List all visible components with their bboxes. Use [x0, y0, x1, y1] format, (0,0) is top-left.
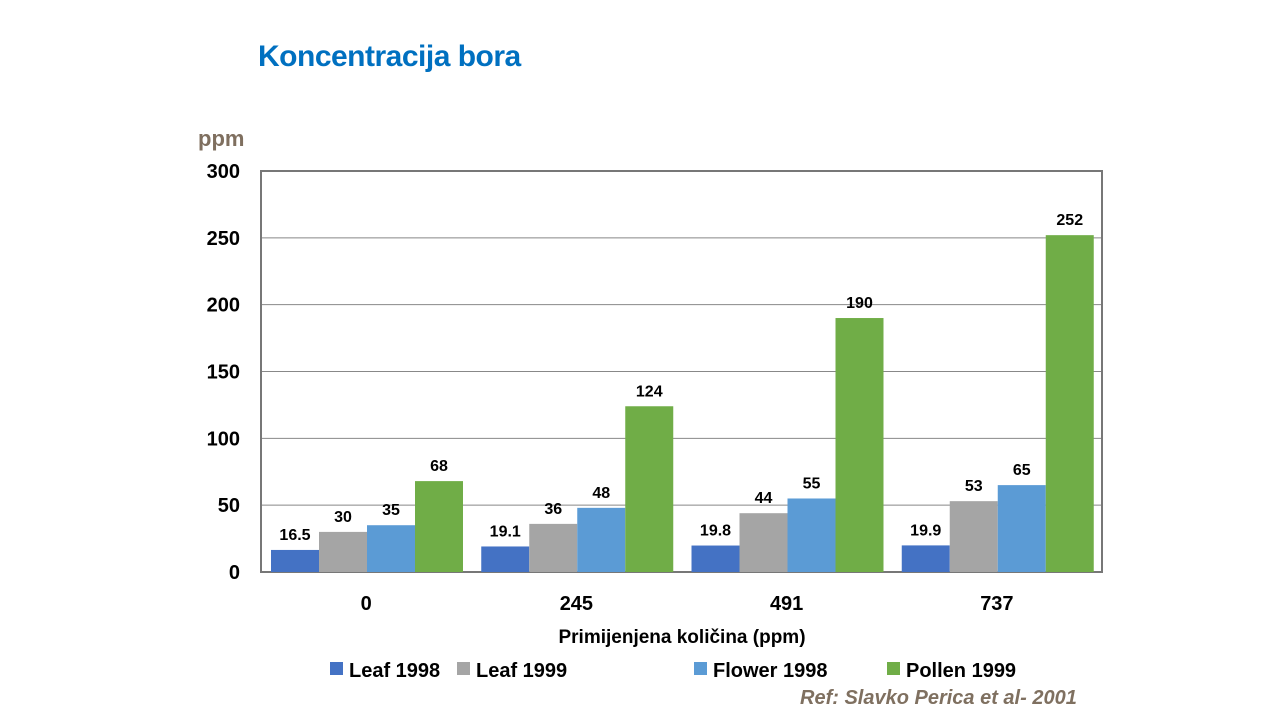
y-tick-label: 150 — [207, 362, 240, 384]
data-label: 190 — [846, 295, 873, 312]
data-label: 19.9 — [910, 522, 941, 539]
bar — [367, 525, 415, 572]
bar — [787, 498, 836, 572]
x-tick-label: 0 — [361, 593, 372, 615]
data-label: 55 — [803, 475, 821, 492]
bar — [577, 507, 626, 572]
bar — [271, 549, 319, 572]
data-label: 30 — [334, 509, 352, 526]
y-tick-label: 300 — [207, 161, 240, 183]
legend-swatch — [330, 662, 343, 675]
data-label: 16.5 — [279, 527, 310, 544]
y-tick-label: 200 — [207, 295, 240, 317]
legend-swatch — [457, 662, 470, 675]
data-label: 252 — [1056, 212, 1083, 229]
x-tick-label: 245 — [560, 593, 593, 615]
plot-area-border — [260, 170, 1103, 573]
y-axis-label: ppm — [198, 126, 244, 151]
data-label: 35 — [382, 502, 400, 519]
bar — [835, 318, 884, 572]
bar — [901, 545, 950, 572]
legend-label: Flower 1998 — [713, 660, 828, 682]
legend-swatch — [694, 662, 707, 675]
legend-label: Leaf 1998 — [349, 660, 440, 682]
x-axis-label: Primijenjena količina (ppm) — [558, 627, 805, 648]
data-label: 53 — [965, 478, 983, 495]
bar — [415, 481, 463, 572]
bar — [529, 523, 578, 572]
data-label: 19.8 — [700, 523, 731, 540]
x-tick-label: 737 — [980, 593, 1013, 615]
bar — [949, 501, 998, 572]
bar — [625, 406, 674, 572]
data-label: 48 — [592, 485, 610, 502]
bar — [739, 513, 788, 572]
y-tick-label: 100 — [207, 428, 240, 450]
bar — [691, 545, 740, 572]
legend-swatch — [887, 662, 900, 675]
x-tick-label: 491 — [770, 593, 803, 615]
data-label: 19.1 — [490, 523, 521, 540]
legend-label: Pollen 1999 — [906, 660, 1016, 682]
reference-note: Ref: Slavko Perica et al- 2001 — [800, 687, 1077, 709]
y-tick-label: 250 — [207, 228, 240, 250]
y-tick-label: 50 — [218, 495, 240, 517]
data-label: 65 — [1013, 462, 1031, 479]
data-label: 44 — [755, 490, 773, 507]
bar — [319, 531, 367, 572]
bar — [997, 485, 1046, 572]
chart-title: Koncentracija bora — [258, 40, 521, 73]
y-tick-label: 0 — [229, 562, 240, 584]
legend-label: Leaf 1999 — [476, 660, 567, 682]
bar — [481, 546, 530, 572]
data-label: 36 — [544, 501, 562, 518]
data-label: 68 — [430, 458, 448, 475]
data-label: 124 — [636, 383, 663, 400]
bar — [1045, 235, 1094, 572]
